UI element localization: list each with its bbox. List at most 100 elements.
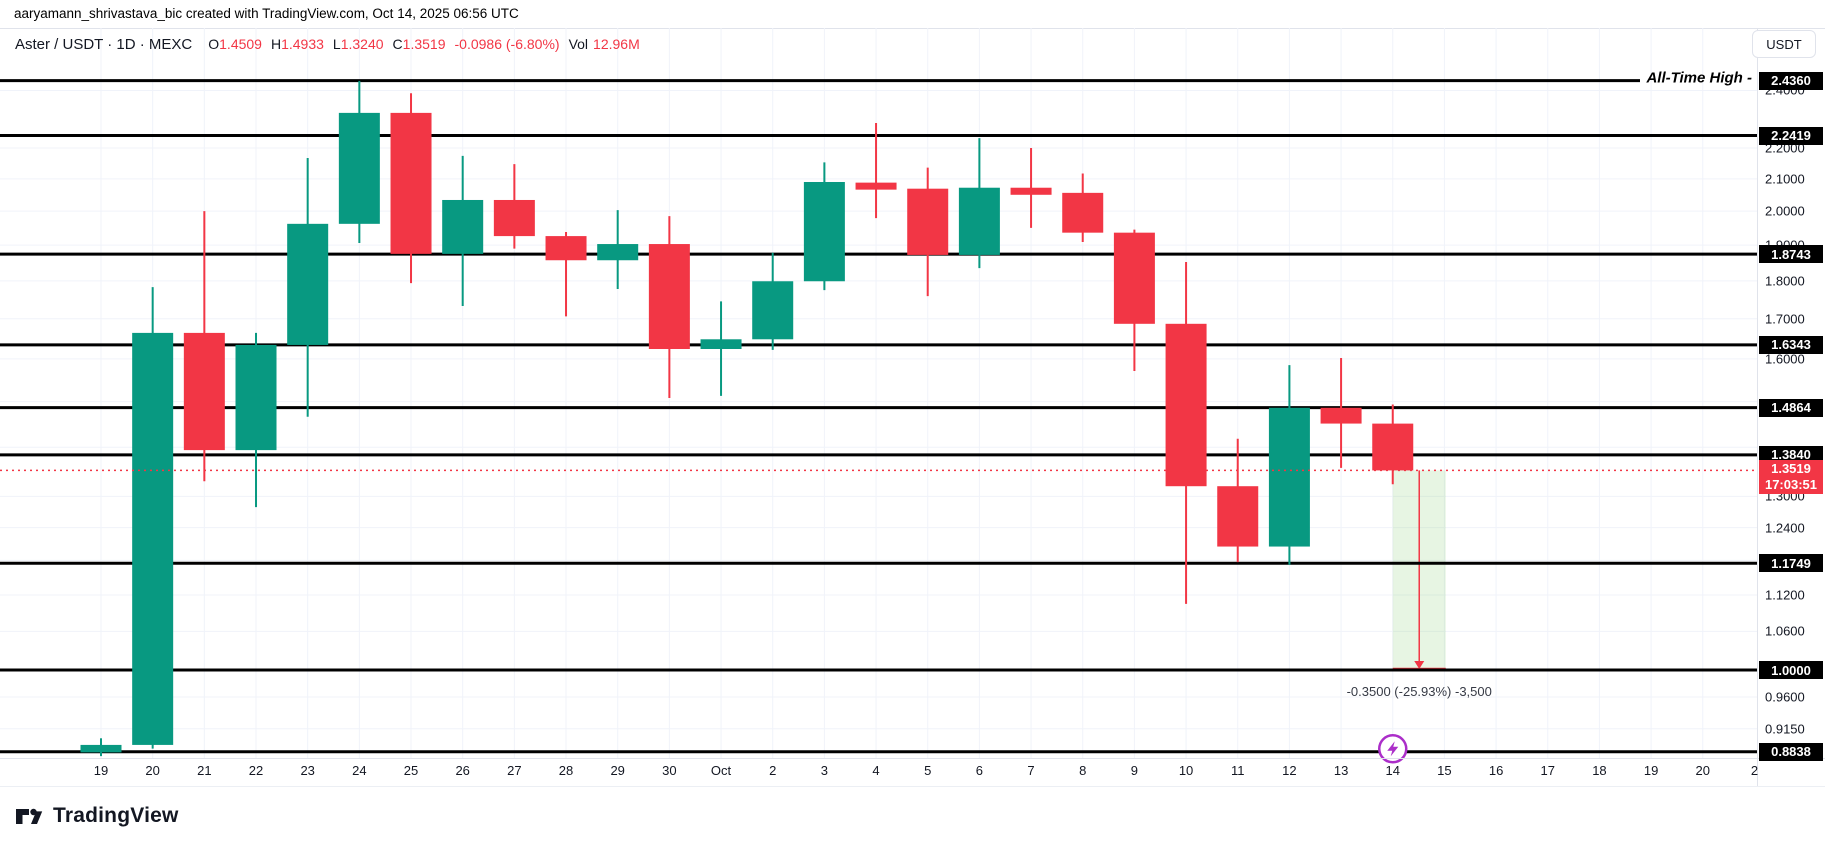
ohlc-close: C1.3519 [393, 36, 446, 52]
candle-body [907, 188, 949, 255]
date-label: 8 [1079, 763, 1087, 778]
candle-body [1320, 407, 1362, 424]
all-time-high-label: All-Time High - [1646, 69, 1752, 87]
price-tick-label: 1.1200 [1765, 587, 1805, 603]
open-value: 1.4509 [219, 36, 262, 52]
price-tick-label: 1.2400 [1765, 520, 1805, 536]
price-level-badge: 1.8743 [1759, 245, 1823, 264]
date-label: 18 [1592, 763, 1607, 778]
current-price-value: 1.3519 [1771, 461, 1811, 477]
price-level-badge: 1.4864 [1759, 398, 1823, 417]
candle-body [493, 199, 535, 237]
candle-body [1010, 187, 1052, 195]
tradingview-logo-text: TradingView [53, 804, 179, 827]
bar-countdown: 17:03:51 [1764, 477, 1818, 493]
date-label: 17 [1540, 763, 1555, 778]
price-tick-label: 1.7000 [1765, 311, 1805, 327]
date-label: 20 [145, 763, 160, 778]
projection-annotation: -0.3500 (-25.93%) -3,500 [1346, 684, 1492, 699]
date-label: 30 [662, 763, 677, 778]
price-level-badge: 2.2419 [1759, 126, 1823, 145]
candle-body [752, 281, 794, 340]
candle-body [183, 332, 225, 451]
price-axis-separator [1757, 28, 1758, 786]
attribution-separator [0, 28, 1825, 29]
candle-body [338, 112, 380, 224]
date-label: Oct [710, 763, 732, 778]
date-label: 4 [872, 763, 880, 778]
date-label: 19 [93, 763, 109, 778]
date-label: 20 [1695, 763, 1710, 778]
close-label: C [392, 36, 403, 52]
tradingview-logo[interactable]: TradingView [14, 801, 179, 831]
candle-body [597, 244, 639, 261]
attribution-text: aaryamann_shrivastava_bic created with T… [14, 6, 519, 21]
price-level-badge: 0.8838 [1759, 742, 1823, 761]
price-level-badge: 1.6343 [1759, 335, 1823, 354]
candle-body [1165, 323, 1207, 487]
candle-body [80, 744, 122, 753]
candle-body [1217, 486, 1259, 547]
date-label: 5 [924, 763, 932, 778]
date-label: 15 [1437, 763, 1452, 778]
date-axis[interactable]: 19 20 21 22 23 24 25 26 27 28 29 30 Oct 2 3 4 5 6 7 8 9 10 11 1… [0, 758, 1759, 786]
volume-value: 12.96M [593, 36, 640, 52]
date-label: 28 [558, 763, 574, 778]
current-price-badge: 1.3519 17:03:51 [1759, 460, 1823, 495]
price-level-badge: 1.1749 [1759, 554, 1823, 573]
lightning-icon[interactable] [1387, 741, 1399, 757]
close-value: 1.3519 [402, 36, 446, 52]
open-label: O [208, 36, 220, 52]
date-label: 12 [1282, 763, 1297, 778]
date-label: 2 [769, 763, 777, 778]
date-label: 27 [507, 763, 522, 778]
date-label: 2 [1750, 763, 1759, 778]
date-label: 26 [455, 763, 470, 778]
date-label: 9 [1130, 763, 1139, 778]
candle-body [648, 244, 690, 350]
ohlc-open: O1.4509 [208, 36, 262, 52]
price-tick-label: 2.1000 [1765, 171, 1805, 187]
candle-body [545, 236, 587, 261]
high-label: H [270, 36, 282, 52]
candle-body [700, 339, 742, 350]
price-tick-label: 2.0000 [1765, 203, 1805, 219]
low-value: 1.3240 [340, 36, 384, 52]
date-label: 10 [1178, 763, 1194, 778]
candle-body [1113, 232, 1155, 324]
low-label: L [332, 36, 341, 52]
date-label: 7 [1027, 763, 1035, 778]
date-label: 16 [1488, 763, 1504, 778]
date-label: 29 [610, 763, 625, 778]
candle-body [1062, 192, 1104, 233]
price-axis[interactable]: 2.40002.20002.10002.00001.90001.80001.70… [1758, 28, 1825, 761]
widget-bottom-border [0, 786, 1825, 787]
date-label: 23 [300, 763, 315, 778]
price-tick-label: 0.9600 [1765, 689, 1805, 705]
date-label: 25 [403, 763, 419, 778]
price-tick-label: 1.0600 [1765, 623, 1805, 639]
price-tick-label: 1.8000 [1765, 273, 1805, 289]
ohlc-high: H1.4933 [271, 36, 324, 52]
candle-body [132, 332, 174, 745]
date-axis-separator [0, 758, 1825, 759]
candle-body [958, 187, 1000, 255]
high-value: 1.4933 [281, 36, 324, 52]
ohlc-low: L1.3240 [333, 36, 384, 52]
date-label: 11 [1230, 763, 1245, 778]
price-tick-label: 0.9150 [1765, 721, 1805, 737]
symbol-title: Aster / USDT · 1D · MEXC [15, 35, 193, 53]
tradingview-logo-icon [16, 808, 43, 824]
candle-body [1372, 423, 1414, 471]
date-label: 24 [352, 763, 367, 778]
currency-toggle-button[interactable]: USDT [1752, 30, 1816, 58]
date-label: 6 [975, 763, 983, 778]
volume-label: Vol [568, 36, 589, 52]
symbol-legend[interactable]: Aster / USDT · 1D · MEXC O1.4509 H1.4933… [15, 33, 640, 55]
price-level-badge: 1.3840 [1759, 445, 1823, 464]
price-level-badge: 2.4360 [1759, 71, 1823, 90]
candle-body [390, 112, 432, 254]
price-tick-label: 1.6000 [1765, 351, 1805, 367]
